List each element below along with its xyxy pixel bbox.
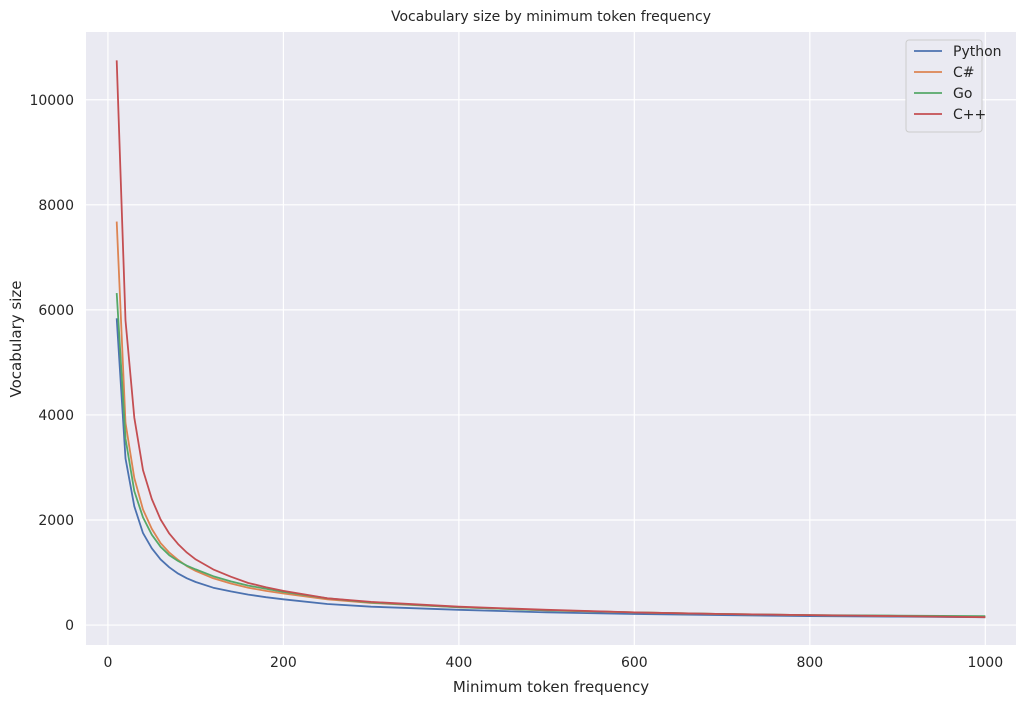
legend-label: Python <box>953 44 1002 60</box>
y-tick-label: 8000 <box>38 198 74 214</box>
y-tick-label: 2000 <box>38 513 74 529</box>
x-tick-label: 200 <box>270 655 297 671</box>
x-tick-labels: 0 200 400 600 800 1000 <box>103 655 1003 671</box>
legend-label: C# <box>953 65 975 81</box>
y-tick-label: 0 <box>65 618 74 634</box>
series-line-cplus <box>115 60 986 619</box>
series-lines <box>115 60 986 619</box>
y-tick-label: 4000 <box>38 408 74 424</box>
chart-title: Vocabulary size by minimum token frequen… <box>391 9 711 25</box>
legend-label: C++ <box>953 107 986 123</box>
gridlines <box>86 32 1016 645</box>
x-tick-label: 400 <box>446 655 473 671</box>
y-axis-label: Vocabulary size <box>7 281 25 398</box>
y-tick-label: 10000 <box>29 93 74 109</box>
x-tick-label: 600 <box>621 655 648 671</box>
x-axis-label: Minimum token frequency <box>453 678 649 696</box>
x-tick-label: 800 <box>796 655 823 671</box>
series-line-python <box>115 318 986 619</box>
x-tick-label: 0 <box>103 655 112 671</box>
plot-background <box>86 32 1016 645</box>
x-tick-label: 1000 <box>967 655 1003 671</box>
y-tick-labels: 0 2000 4000 6000 8000 10000 <box>29 93 74 634</box>
legend: Python C# Go C++ <box>905 39 1002 133</box>
y-tick-label: 6000 <box>38 303 74 319</box>
legend-label: Go <box>953 86 972 102</box>
legend-box <box>905 39 983 133</box>
